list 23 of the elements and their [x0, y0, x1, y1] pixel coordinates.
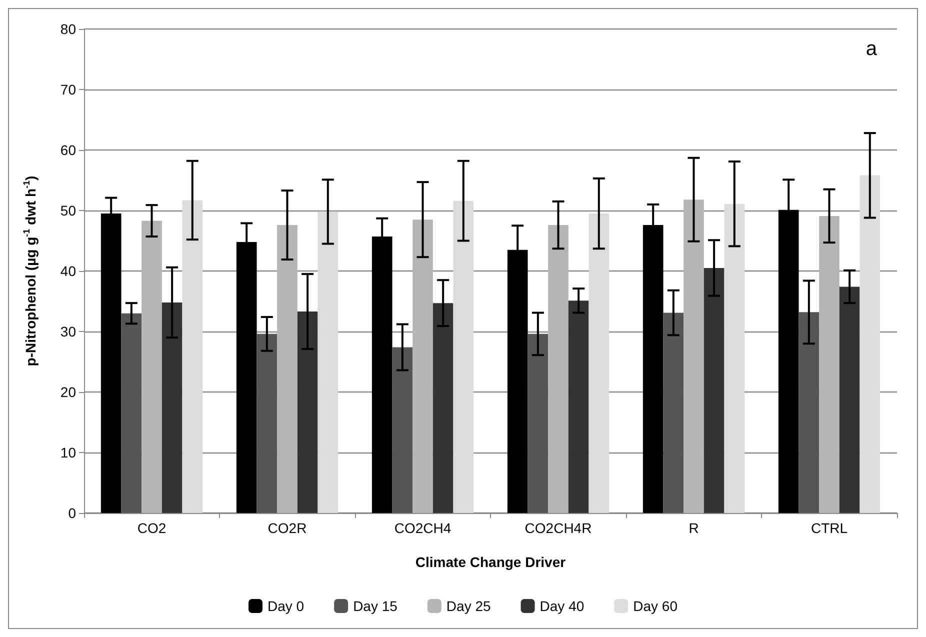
x-tick-label: R [688, 520, 699, 536]
legend-label: Day 25 [446, 598, 491, 614]
x-axis-title: Climate Change Driver [415, 554, 566, 570]
y-tick-label: 0 [68, 505, 76, 521]
y-tick-label: 70 [60, 82, 76, 98]
x-tick-label: CO2CH4R [524, 520, 592, 536]
y-tick-label: 40 [60, 263, 76, 279]
legend-label: Day 0 [267, 598, 304, 614]
x-tick-label: CO2CH4 [394, 520, 452, 536]
y-tick-label: 20 [60, 384, 76, 400]
y-tick-label: 80 [60, 21, 76, 37]
y-tick-label: 10 [60, 444, 76, 460]
legend-label: Day 60 [633, 598, 678, 614]
legend-label: Day 40 [540, 598, 584, 614]
x-tick-label: CTRL [810, 520, 848, 536]
y-tick-label: 30 [60, 324, 76, 340]
x-tick-label: CO2 [137, 520, 166, 536]
x-tick-label: CO2R [268, 520, 307, 536]
y-tick-label: 60 [60, 142, 76, 158]
y-tick-label: 50 [60, 202, 76, 218]
annotation: a [866, 38, 878, 60]
legend-label: Day 15 [353, 598, 398, 614]
y-axis-title: p-Nitrophenol (µg g-1 dwt h-1) [22, 176, 38, 366]
